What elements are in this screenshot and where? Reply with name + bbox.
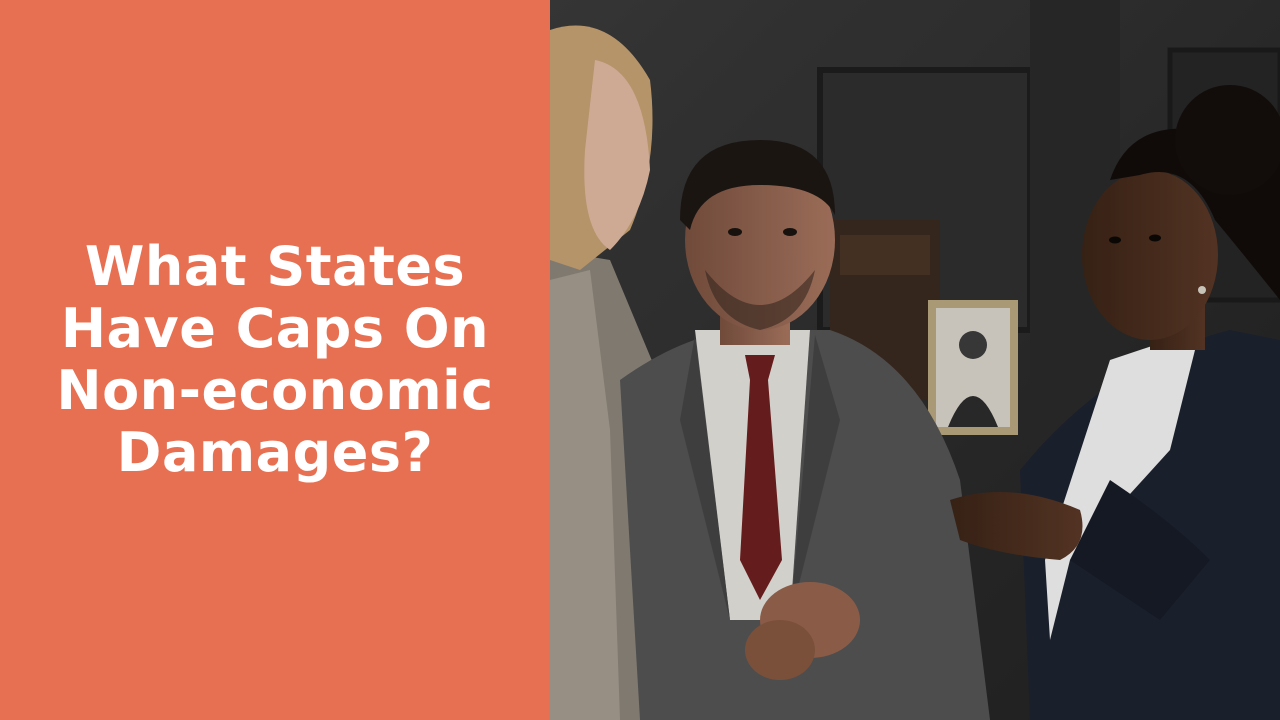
- title-panel: What States Have Caps On Non-economic Da…: [0, 0, 550, 720]
- page-title: What States Have Caps On Non-economic Da…: [56, 235, 494, 484]
- hero-photo: [550, 0, 1280, 720]
- hero-photo-illustration: [550, 0, 1280, 720]
